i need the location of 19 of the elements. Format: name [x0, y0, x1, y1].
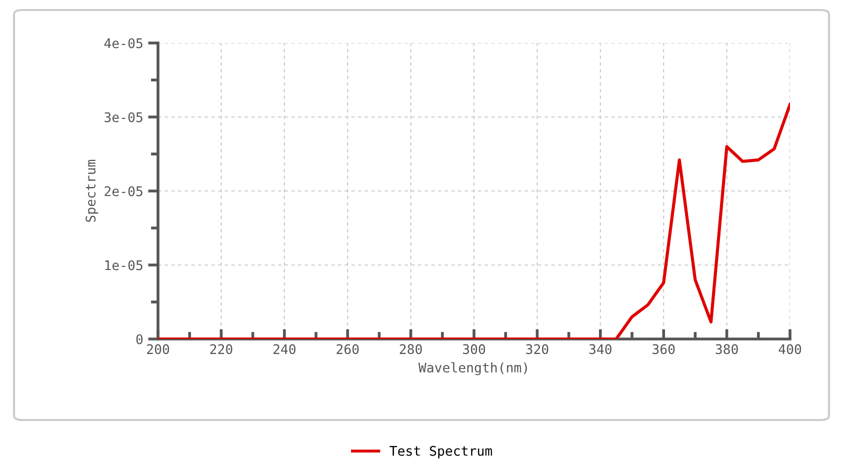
x-tick-label: 380 [716, 344, 738, 354]
legend-label: Test Spectrum [390, 446, 492, 458]
x-tick-label: 220 [210, 344, 232, 354]
x-tick-label: 320 [526, 344, 548, 354]
y-tick-label: 1e-05 [105, 260, 142, 270]
x-tick-label: 260 [336, 344, 359, 354]
x-axis-title: Wavelength(nm) [418, 362, 527, 376]
x-tick-label: 360 [652, 344, 675, 354]
y-tick-label: 3e-05 [104, 112, 142, 122]
x-tick-label: 200 [147, 344, 170, 354]
y-axis-title: Spectrum [86, 160, 98, 222]
x-tick-label: 240 [273, 344, 296, 354]
x-tick-label: 280 [400, 344, 422, 354]
x-tick-label: 400 [778, 344, 802, 354]
x-tick-label: 340 [589, 344, 612, 354]
y-tick-label: 0 [136, 334, 143, 344]
y-tick-label: 4e-05 [104, 38, 142, 48]
y-tick-label: 2e-05 [104, 186, 142, 196]
x-tick-label: 300 [462, 344, 486, 354]
